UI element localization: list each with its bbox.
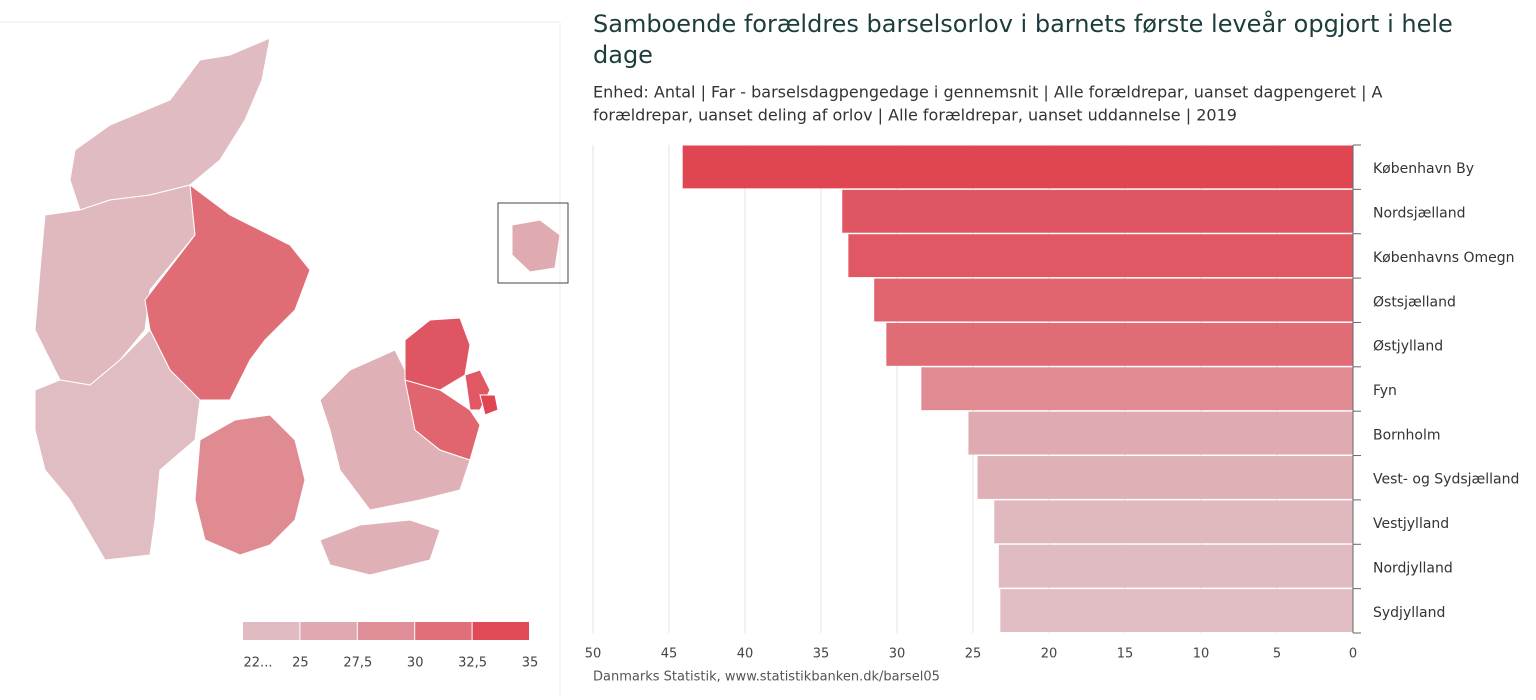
y-tick-label: Østjylland	[1373, 339, 1443, 355]
legend-swatch	[357, 622, 415, 640]
map-region	[404, 379, 481, 461]
map-region	[479, 394, 499, 416]
map-region	[69, 37, 271, 211]
x-tick-label: 15	[1117, 647, 1134, 662]
x-tick-label: 5	[1273, 647, 1281, 662]
legend-swatch	[243, 622, 300, 640]
bar	[968, 411, 1353, 455]
map-region	[34, 329, 201, 561]
chart-subtitle: Enhed: Antal | Far - barselsdagpengedage…	[593, 83, 1383, 102]
x-tick-label: 20	[1041, 647, 1058, 662]
map-region	[319, 519, 441, 576]
bar	[848, 234, 1353, 278]
legend-swatch	[415, 622, 472, 640]
y-tick-label: Nordsjælland	[1373, 206, 1465, 222]
x-tick-label: 10	[1193, 647, 1210, 662]
y-tick-label: Bornholm	[1373, 427, 1441, 443]
x-tick-label: 40	[737, 647, 754, 662]
source: Danmarks Statistik, www.statistikbanken.…	[593, 670, 940, 685]
legend-swatch	[472, 622, 529, 640]
map-region	[404, 317, 471, 391]
bar	[998, 544, 1353, 588]
bar	[886, 322, 1353, 366]
map-region	[144, 183, 311, 401]
bar	[977, 456, 1353, 499]
x-tick-label: 0	[1349, 647, 1357, 662]
x-tick-label: 30	[889, 647, 906, 662]
bar	[994, 500, 1353, 544]
y-tick-label: Sydjylland	[1373, 605, 1445, 621]
legend-label: 32,5	[458, 656, 487, 671]
map-region	[511, 219, 561, 273]
chart-title: Samboende forældres barselsorlov i barne…	[593, 9, 1453, 38]
y-tick-label: Københavns Omegn	[1373, 250, 1515, 266]
map-region	[194, 414, 306, 556]
x-tick-label: 45	[661, 647, 678, 662]
y-tick-label: Vest- og Sydsjælland	[1373, 472, 1519, 488]
legend-label: 22...	[244, 656, 273, 671]
legend-label: 25	[292, 656, 309, 671]
y-tick-label: Østsjælland	[1373, 294, 1456, 310]
bornholm-inset	[497, 202, 569, 284]
bar	[874, 278, 1353, 322]
legend-label: 35	[522, 656, 539, 671]
bar	[1000, 589, 1353, 632]
legend-swatch	[300, 622, 357, 640]
y-tick-label: Fyn	[1373, 383, 1397, 399]
legend-label: 30	[407, 656, 424, 671]
y-tick-label: Vestjylland	[1373, 516, 1449, 532]
x-tick-label: 50	[585, 647, 602, 662]
chart-subtitle: forældrepar, uanset deling af orlov | Al…	[593, 106, 1237, 125]
bar	[921, 367, 1353, 411]
x-tick-label: 35	[813, 647, 830, 662]
chart-title: dage	[593, 41, 653, 69]
x-tick-label: 25	[965, 647, 982, 662]
bar	[682, 145, 1353, 189]
legend-label: 27,5	[343, 656, 372, 671]
y-tick-label: Nordjylland	[1373, 560, 1453, 576]
y-tick-label: København By	[1373, 161, 1474, 177]
bar	[842, 189, 1353, 233]
